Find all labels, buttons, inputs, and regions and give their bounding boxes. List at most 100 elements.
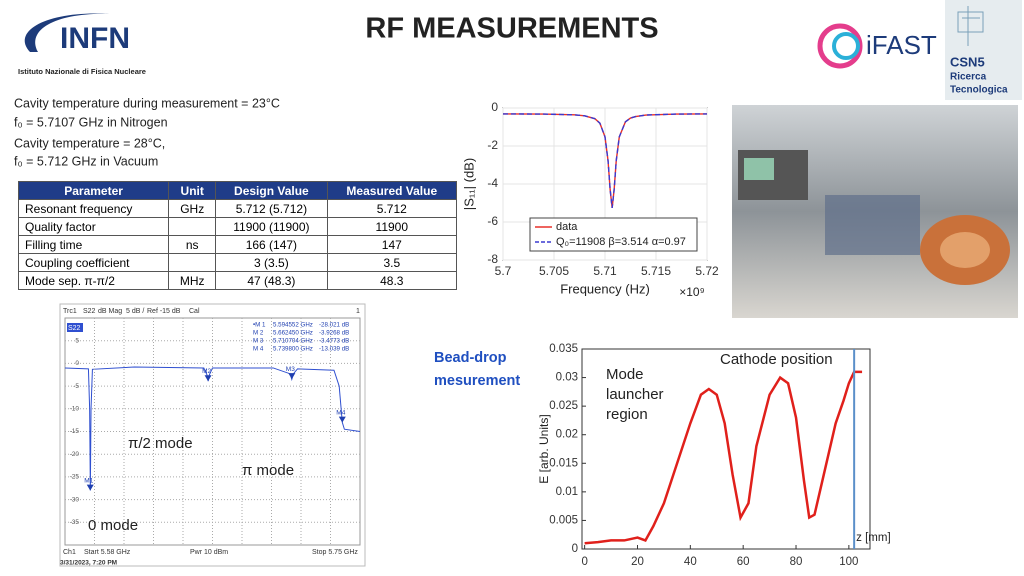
y-tick-label: -35 bbox=[70, 519, 80, 526]
x-axis-label: z [mm] bbox=[856, 532, 891, 544]
column-header: Design Value bbox=[215, 181, 328, 200]
vna-header: 1 bbox=[356, 308, 360, 315]
table-cell: 11900 bbox=[326, 217, 458, 236]
x-tick-label: 100 bbox=[839, 556, 858, 568]
table-cell: 47 (48.3) bbox=[215, 271, 328, 290]
slide-title: RF MEASUREMENTS bbox=[365, 13, 658, 45]
trace-tag bbox=[67, 323, 83, 332]
table-cell: 5.712 bbox=[326, 199, 458, 218]
x-axis-label: Frequency (Hz) bbox=[560, 281, 650, 296]
y-tick-label: 0.03 bbox=[556, 372, 578, 384]
plot-area bbox=[581, 348, 871, 550]
bead-label: Bead-drop bbox=[434, 350, 507, 366]
csn5-icon bbox=[957, 6, 984, 46]
x-tick-label: 20 bbox=[631, 556, 644, 568]
column-header: Unit bbox=[168, 181, 217, 200]
x-tick-label: 5.71 bbox=[593, 264, 617, 278]
y-tick-label: 0.005 bbox=[549, 514, 578, 526]
table-cell: Resonant frequency bbox=[17, 199, 170, 218]
table-row: Mode sep. π-π/2 MHz 47 (48.3) 48.3 bbox=[17, 271, 458, 290]
table-row: Quality factor 11900 (11900) 11900 bbox=[17, 217, 458, 236]
vna-footer: Ch1 bbox=[63, 549, 76, 556]
y-tick-label: 5 bbox=[75, 337, 79, 344]
vna-header: Cal bbox=[189, 308, 200, 315]
y-axis-label: |S₁₁| (dB) bbox=[461, 158, 476, 210]
table-cell: 11900 (11900) bbox=[215, 217, 328, 236]
y-tick-label: 0 bbox=[75, 360, 79, 367]
ifast-ring bbox=[832, 32, 860, 60]
marker-label: M1 bbox=[84, 477, 93, 484]
y-tick-label: 0.015 bbox=[549, 457, 578, 469]
annotation: Mode bbox=[606, 366, 644, 383]
vna-header: 5 dB / bbox=[126, 308, 144, 315]
table-row: Coupling coefficient 3 (3.5) 3.5 bbox=[17, 253, 458, 272]
note: f₀ = 5.712 GHz in Vacuum bbox=[14, 154, 158, 168]
marker-list-name: •M 1 bbox=[253, 322, 266, 329]
annotation: region bbox=[606, 406, 648, 423]
marker bbox=[338, 416, 346, 423]
table-cell: Mode sep. π-π/2 bbox=[17, 271, 170, 290]
marker-list-freq: 5.662450 GHz bbox=[273, 330, 313, 337]
y-tick-label: 0.035 bbox=[549, 343, 578, 355]
y-tick-label: -30 bbox=[70, 496, 80, 503]
y-tick-label: 0 bbox=[491, 100, 498, 114]
infn-caption: Istituto Nazionale di Fisica Nucleare bbox=[18, 67, 146, 76]
y-tick-label: 0.01 bbox=[556, 486, 578, 498]
x-tick-label: 60 bbox=[737, 556, 750, 568]
table-cell: Coupling coefficient bbox=[17, 253, 170, 272]
note: Cavity temperature during measurement = … bbox=[14, 96, 280, 110]
x-tick-label: 40 bbox=[684, 556, 697, 568]
marker-label: M2 bbox=[202, 368, 211, 375]
y-tick-label: 0.025 bbox=[549, 400, 578, 412]
series-line bbox=[502, 113, 708, 209]
note: Cavity temperature = 28°C, bbox=[14, 136, 165, 150]
vna-header: dB Mag bbox=[98, 308, 122, 315]
trace-tag-label: S22 bbox=[68, 325, 81, 332]
x-tick-label: 5.7 bbox=[495, 264, 512, 278]
table-cell: 5.712 (5.712) bbox=[215, 199, 328, 218]
photo-cavity bbox=[940, 232, 990, 268]
table-cell: Quality factor bbox=[17, 217, 170, 236]
note: f₀ = 5.7107 GHz in Nitrogen bbox=[14, 115, 168, 129]
annotation: Cathode position bbox=[720, 351, 833, 368]
table-row: Resonant frequency GHz 5.712 (5.712) 5.712 bbox=[17, 199, 458, 218]
marker-label: M4 bbox=[336, 409, 345, 416]
vna-header: S22 bbox=[83, 308, 96, 315]
table-cell bbox=[168, 253, 217, 272]
marker-list-level: -13.039 dB bbox=[319, 346, 349, 353]
x-tick-label: 5.715 bbox=[641, 264, 671, 278]
y-tick-label: -20 bbox=[70, 451, 80, 458]
table-cell: 3 (3.5) bbox=[215, 253, 328, 272]
table-cell: 147 bbox=[326, 235, 458, 254]
marker-list-freq: 5.710704 GHz bbox=[273, 338, 313, 345]
table-cell: ns bbox=[168, 235, 217, 254]
marker bbox=[204, 375, 212, 382]
y-tick-label: 0.02 bbox=[556, 429, 578, 441]
x-tick-label: 5.72 bbox=[695, 264, 719, 278]
y-tick-label: -6 bbox=[487, 214, 498, 228]
y-tick-label: -4 bbox=[487, 176, 498, 190]
mode-annotation: 0 mode bbox=[88, 517, 138, 534]
ifast-ring bbox=[817, 23, 863, 69]
marker-list-level: -3.9268 dB bbox=[319, 330, 349, 337]
table-cell: MHz bbox=[168, 271, 217, 290]
marker-list-name: M 3 bbox=[253, 338, 264, 345]
table-row: Filling time ns 166 (147) 147 bbox=[17, 235, 458, 254]
x-tick-label: 0 bbox=[581, 556, 587, 568]
table-cell: 166 (147) bbox=[215, 235, 328, 254]
marker-list-name: M 2 bbox=[253, 330, 264, 337]
marker-list-level: -28.021 dB bbox=[319, 322, 349, 329]
y-tick-label: 0 bbox=[572, 543, 578, 555]
annotation: launcher bbox=[606, 386, 664, 403]
photo-table bbox=[825, 195, 920, 255]
table-cell: 3.5 bbox=[326, 253, 458, 272]
csn5-line: Ricerca bbox=[950, 72, 987, 83]
marker-list-level: -3.4773 dB bbox=[319, 338, 349, 345]
marker bbox=[288, 373, 296, 380]
y-axis-label: E [arb. Units] bbox=[537, 414, 551, 483]
column-header: Parameter bbox=[17, 181, 170, 200]
series-line bbox=[584, 370, 863, 545]
y-tick-label: -2 bbox=[487, 138, 498, 152]
